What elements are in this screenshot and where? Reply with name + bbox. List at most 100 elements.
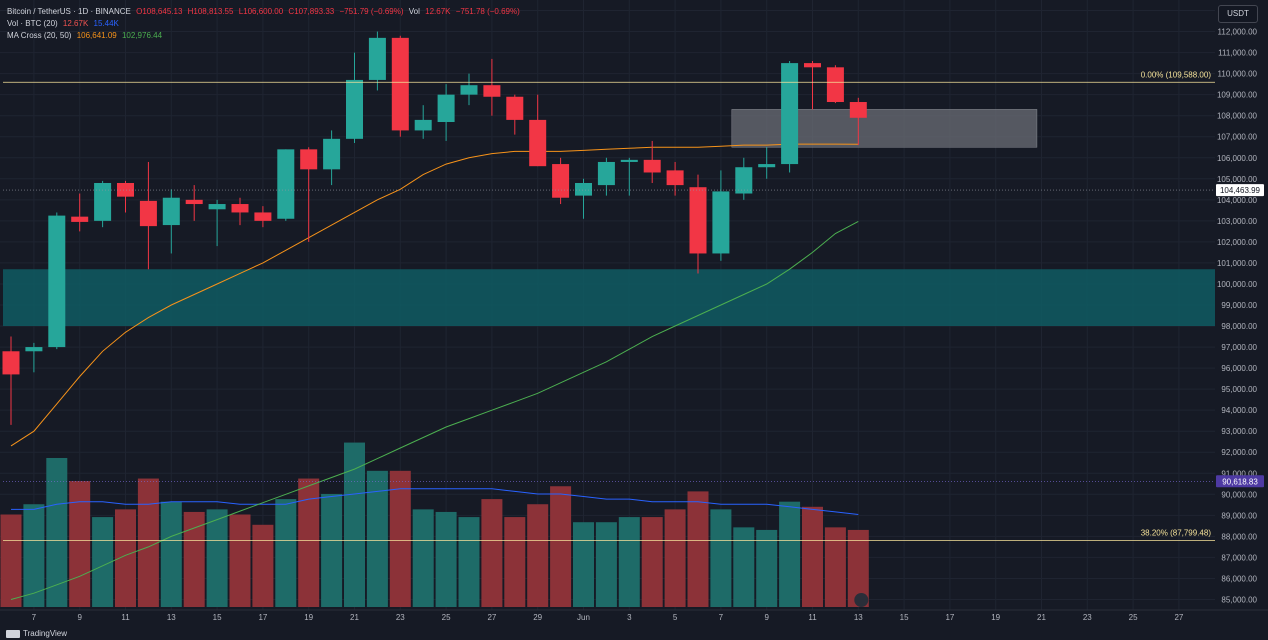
- time-tick-label: 25: [1129, 613, 1138, 622]
- overlays-layer: 0.00% (109,588.00) 38.20% (87,799.48): [3, 70, 1215, 607]
- volume-bar: [275, 499, 297, 607]
- time-tick-label: 5: [673, 613, 678, 622]
- price-tick-label: 90,000.00: [1221, 490, 1257, 499]
- volume-layer: [0, 442, 869, 607]
- candle-body: [483, 85, 501, 97]
- candle-body: [849, 102, 867, 118]
- candle-body: [208, 204, 226, 210]
- currency-button[interactable]: USDT: [1218, 5, 1258, 23]
- volume-bar: [366, 470, 388, 607]
- ma-slow-line: [10, 220, 859, 600]
- candle-body: [94, 183, 112, 221]
- fib-label: 38.20% (87,799.48): [1141, 529, 1212, 538]
- time-tick-label: 7: [32, 613, 37, 622]
- ohlc-change: −751.79 (−0.69%): [339, 7, 404, 16]
- candle-body: [575, 183, 592, 196]
- time-tick-label: 13: [167, 613, 176, 622]
- volume-bar: [595, 522, 617, 607]
- time-tick-label: 21: [350, 613, 359, 622]
- level-tag: 90,618.83: [1222, 477, 1258, 486]
- time-axis[interactable]: 7 9 11 13 15 17 19 21 23 25 27 29 Jun 3 5 7 9 11 13 15 17 19 2…: [0, 609, 1268, 622]
- volume-bar: [92, 517, 114, 607]
- volume-bar: [733, 527, 755, 607]
- price-tick-label: 98,000.00: [1221, 322, 1257, 331]
- price-tick-label: 87,000.00: [1221, 553, 1257, 562]
- volume-bar: [756, 529, 778, 607]
- candle-body: [231, 204, 249, 213]
- volume-bar: [412, 509, 434, 607]
- volume-indicator-row: Vol · BTC (20) 12.67K 15.44K: [7, 19, 122, 28]
- candle-body: [277, 149, 295, 219]
- volume-bar: [321, 493, 343, 607]
- volume-bar: [618, 517, 640, 607]
- candle-body: [414, 119, 432, 131]
- lines-layer: [10, 143, 859, 600]
- time-tick-label: 9: [764, 613, 769, 622]
- candle-body: [139, 200, 157, 227]
- volume-bar: [824, 527, 846, 607]
- volume-bar: [137, 478, 159, 607]
- price-tick-label: 96,000.00: [1221, 364, 1257, 373]
- price-tick-label: 102,000.00: [1217, 238, 1258, 247]
- time-tick-label: 23: [1083, 613, 1092, 622]
- tradingview-logo[interactable]: TradingView: [6, 629, 67, 638]
- time-tick-label: 9: [77, 613, 82, 622]
- price-tick-label: 112,000.00: [1218, 28, 1258, 37]
- time-tick-label: 25: [442, 613, 451, 622]
- price-tick-label: 85,000.00: [1221, 595, 1257, 604]
- price-tick-label: 109,000.00: [1217, 91, 1258, 100]
- candle-body: [826, 67, 844, 103]
- price-tick-label: 107,000.00: [1217, 133, 1258, 142]
- candle-body: [437, 94, 455, 122]
- candle-body: [529, 119, 547, 167]
- time-tick-label: 29: [533, 613, 542, 622]
- candle-body: [460, 85, 478, 95]
- candle-body: [735, 167, 753, 194]
- vol-btc-value: 12.67K: [62, 19, 89, 28]
- symbol-row: Bitcoin / TetherUS · 1D · BINANCE O108,6…: [7, 7, 523, 16]
- volume-bar: [46, 457, 68, 607]
- volume-bar: [115, 509, 136, 607]
- price-tick-label: 86,000.00: [1221, 574, 1257, 583]
- candle-body: [781, 63, 799, 165]
- symbol-title[interactable]: Bitcoin / TetherUS · 1D · BINANCE: [7, 7, 131, 16]
- price-tick-label: 93,000.00: [1221, 427, 1257, 436]
- ma-cross-label[interactable]: MA Cross (20, 50): [7, 31, 72, 40]
- volume-bar: [69, 481, 91, 607]
- time-tick-label: Jun: [577, 613, 590, 622]
- ma-fast-line: [10, 143, 859, 447]
- volume-bar: [344, 442, 365, 607]
- candle-body: [758, 164, 776, 168]
- price-axis[interactable]: 113,000.00112,000.00111,000.00110,000.00…: [1216, 7, 1264, 605]
- volume-ma-line: [11, 488, 859, 515]
- event-icon: [854, 593, 869, 607]
- ma-fast-value: 106,641.09: [76, 31, 117, 40]
- volume-bar: [183, 511, 205, 607]
- volume-bar: [23, 504, 45, 607]
- time-tick-label: 13: [854, 613, 863, 622]
- vol-change: −751.78 (−0.69%): [455, 7, 520, 16]
- candle-body: [643, 159, 661, 173]
- price-tick-label: 106,000.00: [1217, 154, 1258, 163]
- candles-layer: [2, 31, 867, 425]
- grey-resistance-zone: [731, 109, 1038, 148]
- price-tick-label: 100,000.00: [1217, 280, 1258, 289]
- price-tick-label: 103,000.00: [1217, 217, 1258, 226]
- volume-bar: [664, 509, 686, 607]
- candle-body: [185, 199, 203, 205]
- time-tick-label: 19: [991, 613, 1000, 622]
- time-tick-label: 15: [213, 613, 222, 622]
- time-tick-label: 23: [396, 613, 405, 622]
- time-tick-label: 27: [1174, 613, 1183, 622]
- time-tick-label: 11: [121, 613, 130, 622]
- candle-body: [552, 164, 570, 198]
- candle-body: [597, 161, 615, 186]
- price-tick-label: 99,000.00: [1221, 301, 1257, 310]
- candle-body: [117, 183, 134, 197]
- candle-body: [804, 63, 821, 68]
- ohlc-open: O108,645.13: [136, 7, 183, 16]
- time-tick-label: 11: [808, 613, 817, 622]
- vol-btc-label[interactable]: Vol · BTC (20): [7, 19, 58, 28]
- volume-bar: [710, 509, 732, 607]
